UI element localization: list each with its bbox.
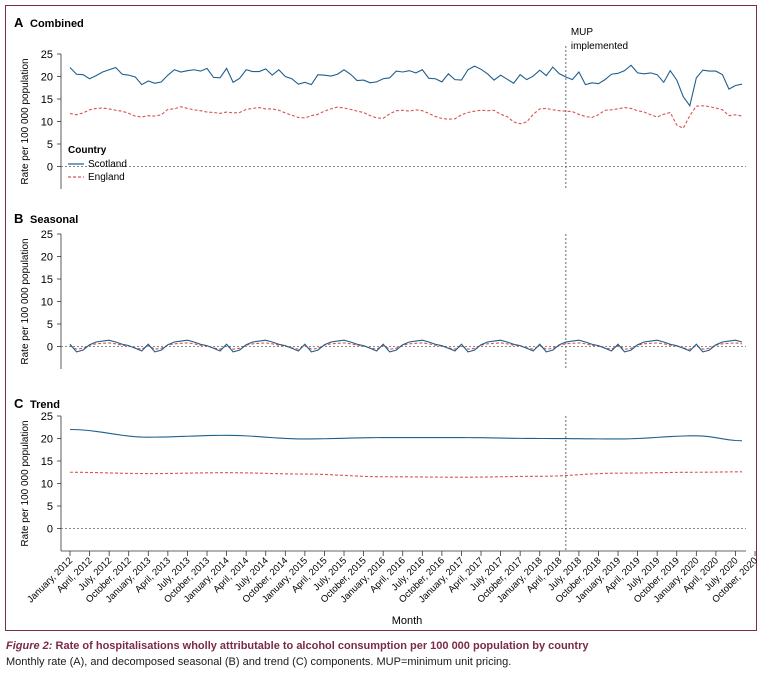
panel-letter: C: [14, 396, 24, 411]
y-tick-label: 15: [41, 274, 53, 286]
y-tick-label: 0: [47, 342, 53, 354]
y-tick-label: 0: [47, 524, 53, 536]
y-axis-label: Rate per 100 000 population: [20, 238, 31, 364]
y-tick-label: 15: [41, 456, 53, 468]
y-tick-label: 25: [41, 49, 53, 61]
y-axis-label: Rate per 100 000 population: [20, 420, 31, 546]
y-tick-label: 10: [41, 117, 53, 129]
panel-b: B Seasonal 0 5 10 15 20 25 Rate per 100 000 popu…: [14, 211, 746, 369]
y-tick-label: 10: [41, 297, 53, 309]
figure-caption-title: Figure 2: Rate of hospitalisations wholl…: [6, 640, 588, 652]
panel-c: C Trend 0 5 10 15 20 25 Rate per 100 000 populat…: [14, 396, 760, 627]
y-tick-label: 15: [41, 94, 53, 106]
y-tick-label: 25: [41, 229, 53, 241]
figure-frame: [5, 5, 757, 631]
y-tick-label: 5: [47, 319, 53, 331]
y-tick-label: 5: [47, 139, 53, 151]
panel-title: Combined: [30, 18, 84, 30]
panel-title: Trend: [30, 399, 60, 411]
mup-annotation-line1: MUP: [571, 27, 594, 38]
chart-figure: A Combined 0 5 10 15 20 25 Rate per 100 000 popu…: [14, 15, 760, 627]
series-line-england: [69, 471, 743, 478]
y-tick-label: 20: [41, 434, 53, 446]
series-line-scotland: [69, 339, 743, 353]
y-tick-label: 25: [41, 411, 53, 423]
legend-title: Country: [68, 145, 107, 156]
x-axis-title: Month: [392, 615, 423, 627]
legend-label-scotland: Scotland: [88, 159, 127, 170]
panel-letter: A: [14, 15, 24, 30]
series-line-england: [69, 105, 743, 129]
series-line-scotland: [69, 64, 743, 108]
y-tick-label: 20: [41, 252, 53, 264]
series-line-scotland: [69, 428, 743, 442]
y-tick-label: 10: [41, 479, 53, 491]
panel-a: A Combined 0 5 10 15 20 25 Rate per 100 000 popu…: [14, 15, 746, 189]
panel-title: Seasonal: [30, 214, 78, 226]
caption-figure-label: Figure 2:: [6, 640, 53, 652]
y-tick-label: 5: [47, 501, 53, 513]
y-tick-label: 0: [47, 162, 53, 174]
y-tick-label: 20: [41, 72, 53, 84]
legend-label-england: England: [88, 172, 125, 183]
mup-annotation-line2: implemented: [571, 41, 628, 52]
legend: Country Scotland England: [68, 145, 127, 183]
figure-caption-text: Monthly rate (A), and decomposed seasona…: [6, 656, 512, 668]
y-axis-label: Rate per 100 000 population: [20, 58, 31, 184]
panel-letter: B: [14, 211, 23, 226]
caption-title: Rate of hospitalisations wholly attribut…: [55, 640, 589, 652]
series-line-england: [69, 342, 743, 350]
